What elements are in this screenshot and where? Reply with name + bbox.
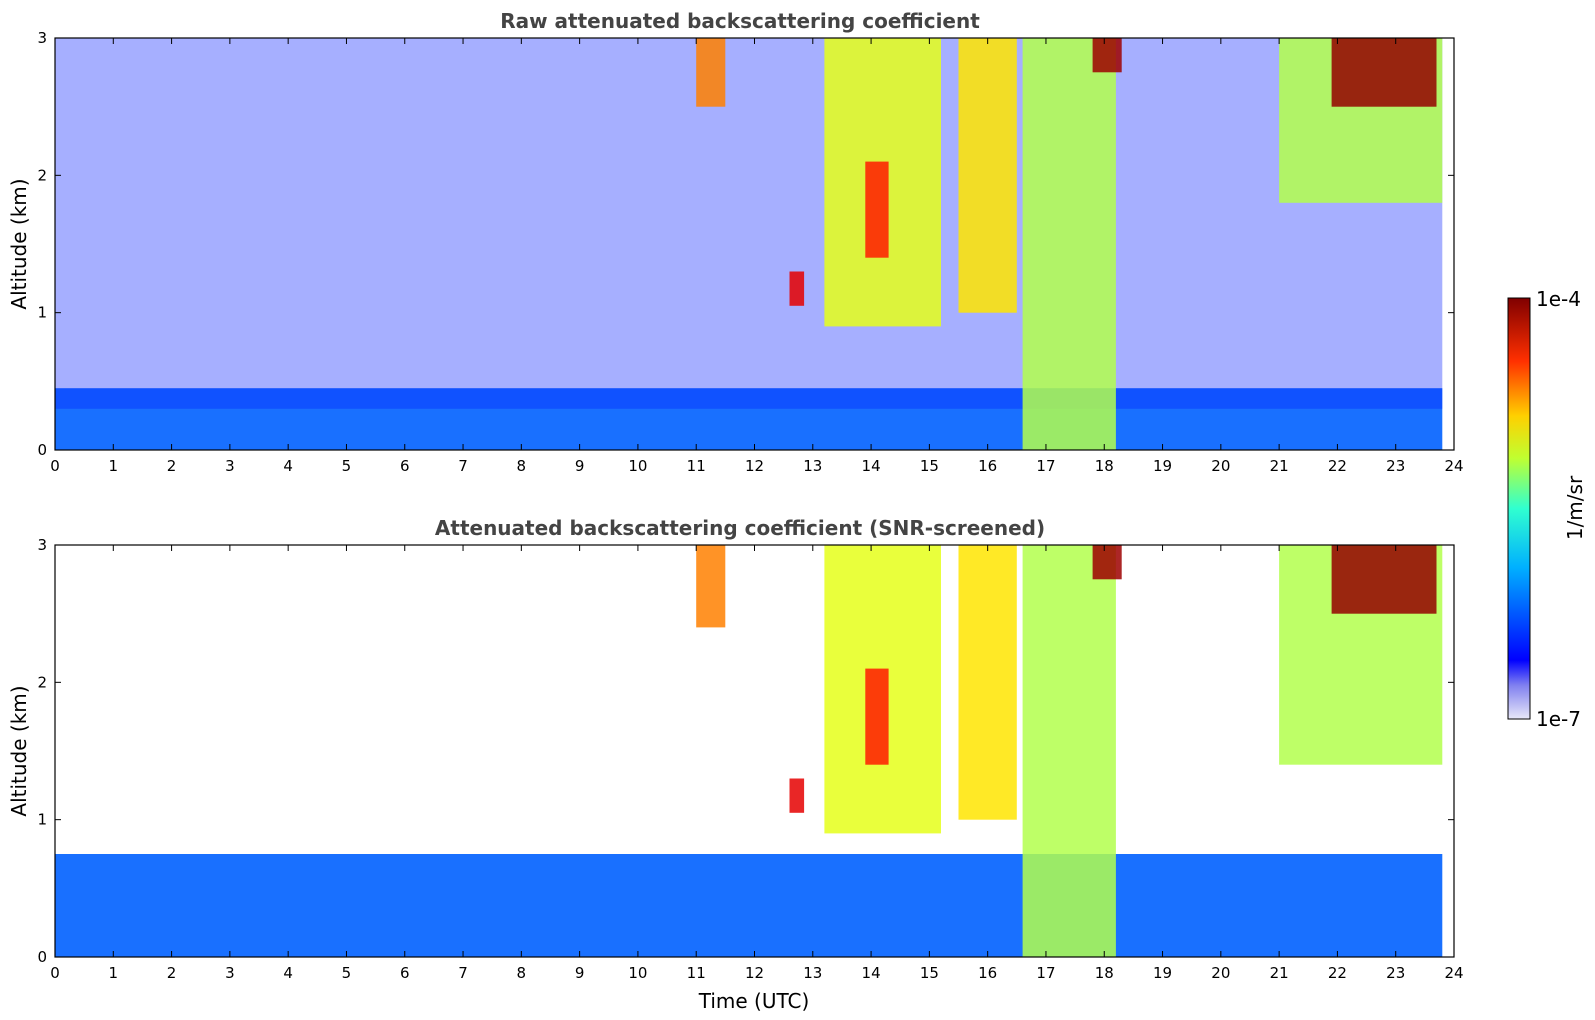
x-tick-label: 10 (628, 457, 647, 475)
heatmap-feature-boundary-layer (55, 854, 1443, 957)
x-tick-label: 3 (225, 964, 235, 982)
x-tick-label: 16 (978, 457, 997, 475)
x-tick-label: 15 (920, 964, 939, 982)
x-tick-label: 9 (575, 964, 585, 982)
heatmap-feature-noise-background (55, 38, 1443, 409)
x-tick-label: 7 (458, 964, 468, 982)
screened-panel: Attenuated backscattering coefficient (S… (7, 516, 1464, 1013)
x-tick-label: 18 (1095, 457, 1114, 475)
screened-y-axis-label: Altitude (km) (7, 685, 31, 816)
x-tick-label: 12 (745, 964, 764, 982)
x-tick-label: 11 (687, 457, 706, 475)
x-tick-label: 8 (517, 964, 527, 982)
heatmap-feature-cloud (1092, 545, 1122, 580)
x-tick-label: 23 (1386, 964, 1405, 982)
x-tick-label: 7 (458, 457, 468, 475)
x-tick-label: 20 (1211, 457, 1230, 475)
x-tick-label: 1 (109, 457, 119, 475)
heatmap-feature-cloud (696, 545, 726, 628)
x-tick-label: 4 (283, 964, 293, 982)
colorbar-gradient (1507, 297, 1531, 720)
x-tick-label: 2 (167, 457, 177, 475)
raw-heatmap (55, 38, 1443, 450)
x-tick-label: 11 (687, 964, 706, 982)
x-tick-label: 6 (400, 457, 410, 475)
colorbar-max-label: 1e-4 (1536, 287, 1581, 311)
x-tick-label: 23 (1386, 457, 1405, 475)
raw-panel-title: Raw attenuated backscattering coefficien… (500, 9, 980, 33)
x-tick-label: 22 (1328, 964, 1347, 982)
x-tick-label: 8 (517, 457, 527, 475)
x-tick-label: 13 (803, 964, 822, 982)
x-tick-label: 21 (1270, 964, 1289, 982)
x-tick-label: 22 (1328, 457, 1347, 475)
x-tick-label: 4 (283, 457, 293, 475)
x-tick-label: 24 (1444, 457, 1463, 475)
heatmap-feature-cloud (1331, 38, 1437, 107)
x-tick-label: 16 (978, 964, 997, 982)
x-tick-label: 6 (400, 964, 410, 982)
y-tick-label: 0 (37, 948, 47, 966)
x-tick-label: 20 (1211, 964, 1230, 982)
raw-y-ticks: 0 1 2 3 (37, 29, 1454, 459)
heatmap-feature-cloud (958, 545, 1017, 820)
heatmap-feature-cloud (789, 271, 805, 306)
y-tick-label: 3 (37, 536, 47, 554)
heatmap-feature-boundary-layer (55, 388, 1443, 450)
x-tick-label: 14 (862, 964, 881, 982)
x-tick-label: 0 (50, 964, 60, 982)
x-tick-label: 17 (1036, 457, 1055, 475)
screened-panel-title: Attenuated backscattering coefficient (S… (435, 516, 1045, 540)
y-tick-label: 2 (37, 166, 47, 184)
colorbar-min-label: 1e-7 (1536, 707, 1581, 731)
heatmap-feature-cloud (789, 778, 805, 813)
raw-x-ticks: 0 1 2 3 4 5 6 7 8 9 10 11 12 13 14 15 16 17 18 19 20 21 22 23 24 (50, 38, 1464, 475)
x-tick-label: 15 (920, 457, 939, 475)
x-tick-label: 12 (745, 457, 764, 475)
y-tick-label: 1 (37, 304, 47, 322)
x-axis-label: Time (UTC) (698, 989, 810, 1013)
heatmap-feature-cloud (958, 38, 1017, 313)
screened-x-ticks: 0 1 2 3 4 5 6 7 8 9 10 11 12 13 14 15 16 17 18 19 20 21 22 23 24 (50, 545, 1464, 982)
x-tick-label: 5 (342, 457, 352, 475)
heatmap-feature-cloud (1331, 545, 1437, 614)
heatmap-feature-cloud (1092, 38, 1122, 73)
x-tick-label: 3 (225, 457, 235, 475)
x-tick-label: 14 (862, 457, 881, 475)
heatmap-feature-cloud (1022, 38, 1116, 450)
x-tick-label: 1 (109, 964, 119, 982)
x-tick-label: 5 (342, 964, 352, 982)
x-tick-label: 19 (1153, 457, 1172, 475)
x-tick-label: 2 (167, 964, 177, 982)
x-tick-label: 24 (1444, 964, 1463, 982)
heatmap-feature-cloud (696, 38, 726, 107)
raw-panel: Raw attenuated backscattering coefficien… (7, 9, 1464, 475)
screened-y-ticks: 0 1 2 3 (37, 536, 1454, 966)
x-tick-label: 21 (1270, 457, 1289, 475)
raw-y-axis-label: Altitude (km) (7, 178, 31, 309)
x-tick-label: 13 (803, 457, 822, 475)
y-tick-label: 2 (37, 673, 47, 691)
x-tick-label: 10 (628, 964, 647, 982)
x-tick-label: 17 (1036, 964, 1055, 982)
colorbar: 1e-4 1e-7 1/m/sr (1507, 287, 1587, 731)
heatmap-feature-cloud (865, 161, 889, 258)
y-tick-label: 1 (37, 811, 47, 829)
x-tick-label: 18 (1095, 964, 1114, 982)
heatmap-feature-cloud (1022, 545, 1116, 957)
y-tick-label: 0 (37, 441, 47, 459)
screened-heatmap (55, 545, 1443, 957)
y-tick-label: 3 (37, 29, 47, 47)
heatmap-feature-cloud (865, 668, 889, 765)
x-tick-label: 9 (575, 457, 585, 475)
x-tick-label: 19 (1153, 964, 1172, 982)
colorbar-unit-label: 1/m/sr (1563, 475, 1587, 540)
x-tick-label: 0 (50, 457, 60, 475)
